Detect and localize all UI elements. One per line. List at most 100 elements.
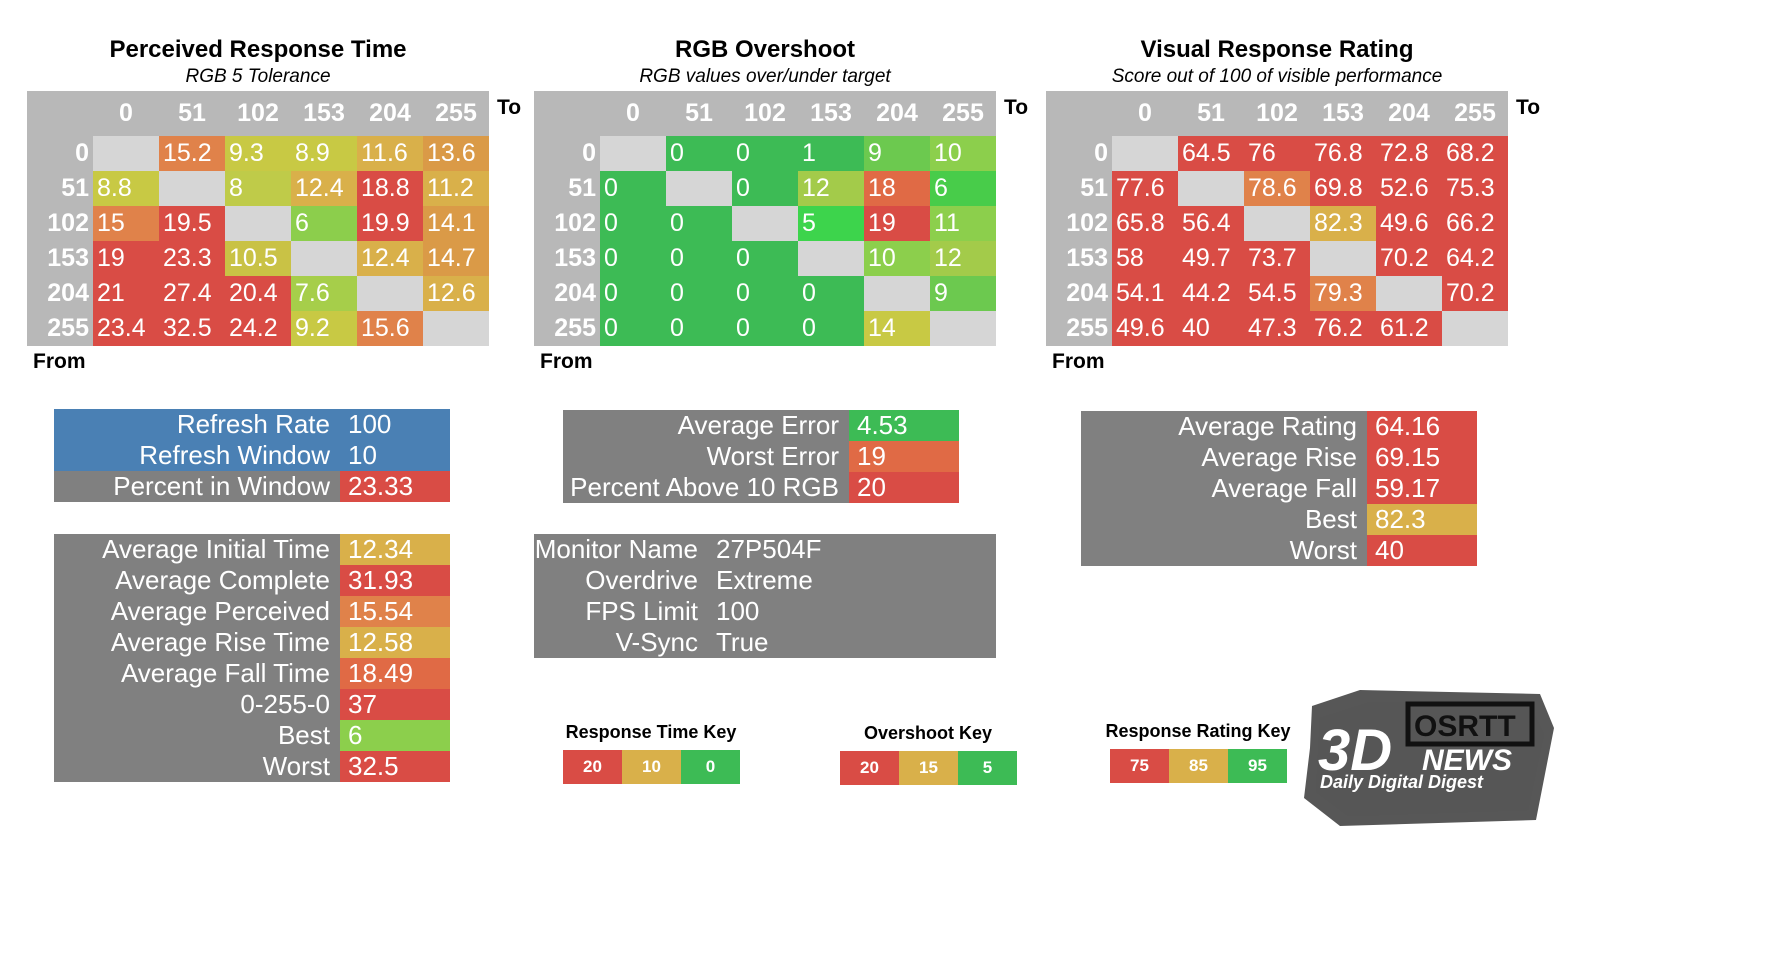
3dnews-logo-icon: 3D OSRTT NEWS Daily Digital Digest [1300, 688, 1556, 828]
column-header: 51 [178, 99, 206, 127]
heatmap-cell: 14.7 [423, 241, 489, 276]
heatmap-cell: 11 [930, 206, 996, 241]
heatmap-cell [1244, 206, 1310, 241]
stat-label: Best [54, 720, 340, 751]
row-header: 153 [554, 244, 596, 272]
stat-row: FPS Limit 100 [534, 596, 996, 627]
stat-label: Monitor Name [534, 534, 708, 565]
row-header: 102 [47, 209, 89, 237]
heatmap-cell: 21 [93, 276, 159, 311]
heatmap-cell [798, 241, 864, 276]
key-title: Overshoot Key [863, 723, 993, 743]
stat-row: Average Initial Time 12.34 [54, 534, 450, 565]
stat-value: 37 [340, 689, 450, 720]
key-cell: 10 [622, 750, 681, 784]
column-header: 204 [1388, 99, 1430, 127]
heatmap-cell: 0 [732, 136, 798, 171]
stat-value: 23.33 [340, 471, 450, 502]
stat-row: Best 82.3 [1081, 504, 1477, 535]
stat-value: 4.53 [849, 410, 959, 441]
stat-value: True [708, 627, 996, 658]
row-header: 204 [47, 279, 89, 307]
stat-row: Worst Error 19 [563, 441, 959, 472]
heatmap-cell: 54.1 [1112, 276, 1178, 311]
heatmap-cell: 75.3 [1442, 171, 1508, 206]
heatmap-cell: 6 [291, 206, 357, 241]
heatmap-cell: 18 [864, 171, 930, 206]
heatmap-cell [600, 136, 666, 171]
heatmap-cell: 14 [864, 311, 930, 346]
logo-osrtt-text: OSRTT [1414, 710, 1516, 743]
heatmap-cell: 76.2 [1310, 311, 1376, 346]
heatmap-cell: 56.4 [1178, 206, 1244, 241]
heatmap-cell: 10 [930, 136, 996, 171]
stat-row: Average Rating 64.16 [1081, 411, 1477, 442]
stat-value: 27P504F [708, 534, 996, 565]
error-box: Average Error 4.53 Worst Error 19 Percent Ab… [563, 410, 959, 503]
stat-label: Average Rating [1081, 411, 1367, 442]
stat-row: Average Error 4.53 [563, 410, 959, 441]
row-header: 204 [1066, 279, 1108, 307]
heatmap-cell [357, 276, 423, 311]
column-header: 0 [626, 99, 640, 127]
stat-label: Percent in Window [54, 471, 340, 502]
row-header: 153 [47, 244, 89, 272]
heatmap-cell [732, 206, 798, 241]
stat-value: 100 [708, 596, 996, 627]
stat-row: Average Rise 69.15 [1081, 442, 1477, 473]
heatmap-cell [1310, 241, 1376, 276]
heatmap-cell: 0 [666, 311, 732, 346]
heatmap-cell: 9 [930, 276, 996, 311]
heatmap-cell: 54.5 [1244, 276, 1310, 311]
heatmap-cell: 15 [93, 206, 159, 241]
stat-row: Refresh Window 10 [54, 440, 450, 471]
monitor-box: Monitor Name 27P504F Overdrive Extreme FPS L… [534, 534, 996, 658]
stat-label: Average Error [563, 410, 849, 441]
heatmap-cell: 82.3 [1310, 206, 1376, 241]
heatmap-cell [225, 206, 291, 241]
stat-row: Worst 32.5 [54, 751, 450, 782]
heatmap-cell: 61.2 [1376, 311, 1442, 346]
logo-news-text: NEWS [1422, 744, 1512, 777]
column-header: 102 [1256, 99, 1298, 127]
stat-value: 59.17 [1367, 473, 1477, 504]
heatmap-cell [666, 171, 732, 206]
axis-label-to: To [1516, 96, 1541, 119]
heatmap-cell: 19 [864, 206, 930, 241]
heatmap-cell: 78.6 [1244, 171, 1310, 206]
heatmap-grid: 0 51 102 153 204 255 0 64.5 76 76.8 72.8 68.2 51 77.6… [1046, 91, 1508, 346]
heatmap-cell: 73.7 [1244, 241, 1310, 276]
column-header: 0 [1138, 99, 1152, 127]
heatmap-cell: 9 [864, 136, 930, 171]
stat-label: Average Rise [1081, 442, 1367, 473]
stat-row: Average Complete Time31.93 [54, 565, 450, 626]
stat-row: Worst 40 [1081, 535, 1477, 566]
heatmap-cell: 6 [930, 171, 996, 206]
heatmap-cell: 19.5 [159, 206, 225, 241]
stat-label: 0-255-0 [54, 689, 340, 720]
heatmap-cell: 1 [798, 136, 864, 171]
stat-value: 12.58 [340, 627, 450, 658]
stat-label: Average Fall [1081, 473, 1367, 504]
stat-label: Percent Above 10 RGB [563, 472, 849, 503]
stat-row: Average Fall 59.17 [1081, 473, 1477, 504]
stat-row: Average Fall Time 18.49 [54, 658, 450, 689]
row-header: 153 [1066, 244, 1108, 272]
heatmap-subtitle: RGB values over/under target [639, 66, 891, 87]
key-cell: 95 [1228, 749, 1287, 783]
refresh-box: Refresh Rate 100 Refresh Window 10 Percent i… [54, 409, 450, 502]
heatmap-cell: 23.3 [159, 241, 225, 276]
heatmap-cell: 19.9 [357, 206, 423, 241]
axis-label-from: From [1052, 350, 1105, 373]
column-header: 51 [1197, 99, 1225, 127]
heatmap-cell: 15.2 [159, 136, 225, 171]
heatmap-cell: 69.8 [1310, 171, 1376, 206]
stat-label: Average Perceived Time [54, 596, 340, 657]
heatmap-cell [93, 136, 159, 171]
logo-tagline-text: Daily Digital Digest [1320, 772, 1484, 792]
stat-row: Percent in Window 23.33 [54, 471, 450, 502]
key-title: Response Time Key [565, 722, 737, 742]
heatmap-cell: 0 [666, 276, 732, 311]
heatmap-cell: 0 [798, 276, 864, 311]
row-header: 102 [1066, 209, 1108, 237]
